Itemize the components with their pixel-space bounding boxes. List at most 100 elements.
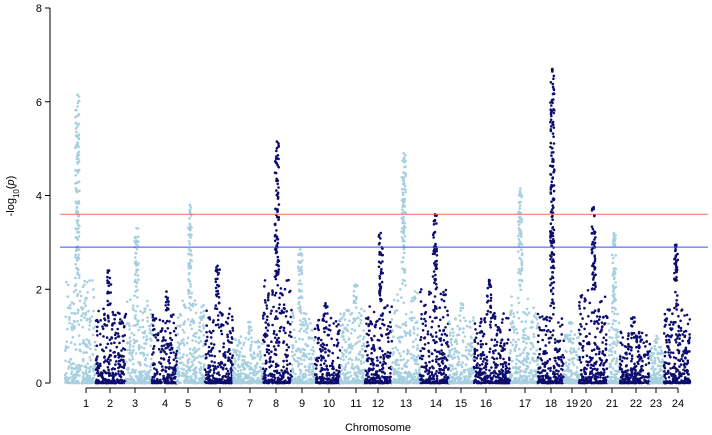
point-chr2: [104, 346, 108, 349]
point-chr5: [191, 339, 194, 342]
point-chr3: [141, 311, 145, 315]
point-chr12: [370, 373, 374, 376]
point-chr14: [431, 233, 435, 237]
point-chr12: [382, 381, 386, 385]
point-chr2: [96, 370, 100, 374]
point-chr9: [306, 324, 310, 328]
point-chr13: [416, 344, 419, 347]
point-chr1: [82, 357, 85, 361]
point-chr16: [497, 381, 501, 385]
point-chr11: [343, 318, 347, 321]
point-chr14: [435, 254, 439, 257]
point-chr17: [523, 381, 527, 385]
point-chr6: [209, 350, 212, 353]
point-chr16: [490, 378, 494, 381]
point-chr11: [355, 356, 358, 359]
point-chr14: [435, 247, 439, 251]
point-chr8: [276, 284, 280, 287]
point-chr16: [494, 362, 498, 366]
point-chr9: [309, 322, 312, 325]
point-chr13: [404, 334, 408, 337]
point-chr11: [354, 343, 357, 346]
point-chr6: [224, 356, 227, 359]
point-chr10: [328, 364, 332, 368]
point-chr3: [134, 242, 138, 245]
point-chr5: [186, 381, 189, 385]
point-chr16: [508, 371, 511, 374]
point-chr5: [201, 375, 204, 379]
point-chr12: [375, 320, 378, 324]
point-chr1: [74, 348, 78, 351]
point-chr6: [207, 373, 210, 376]
point-chr2: [104, 324, 107, 327]
point-chr3: [132, 338, 136, 342]
point-chr15: [452, 331, 455, 334]
point-chr17: [509, 312, 513, 316]
point-chr8: [272, 345, 276, 348]
point-chr2: [111, 381, 114, 384]
point-chr11: [339, 372, 342, 376]
point-chr11: [350, 347, 354, 351]
point-chr13: [409, 375, 413, 379]
point-chr13: [400, 381, 404, 385]
point-chr16: [479, 321, 482, 325]
point-chr13: [409, 352, 413, 356]
point-chr1: [82, 339, 85, 342]
point-chr3: [133, 341, 136, 345]
point-chr5: [194, 311, 198, 315]
point-chr3: [137, 278, 140, 282]
point-chr17: [535, 348, 538, 352]
point-chr14: [430, 325, 434, 329]
point-chr3: [132, 348, 135, 352]
point-chr8: [285, 359, 289, 363]
point-chr13: [402, 179, 406, 183]
point-chr5: [188, 223, 192, 226]
point-chr14: [421, 329, 425, 332]
point-chr16: [473, 322, 477, 325]
point-chr2: [120, 370, 123, 373]
point-chr4: [174, 326, 178, 330]
point-chr4: [162, 374, 165, 378]
point-chr8: [266, 381, 270, 385]
point-chr1: [88, 279, 91, 282]
point-chr7: [249, 347, 252, 351]
point-chr3: [150, 332, 154, 336]
point-chr15: [457, 333, 461, 337]
point-chr16: [502, 357, 505, 361]
point-chr16: [489, 296, 493, 300]
point-chr3: [141, 351, 145, 355]
point-chr6: [212, 371, 216, 375]
point-chr10: [328, 324, 331, 327]
point-chr10: [338, 366, 342, 370]
point-chr16: [483, 371, 486, 374]
point-chr11: [347, 361, 350, 365]
point-chr13: [400, 335, 404, 339]
point-chr10: [324, 302, 327, 305]
point-chr1: [89, 359, 92, 362]
point-chr9: [291, 311, 295, 315]
point-chr17: [519, 288, 522, 292]
point-chr13: [415, 371, 419, 375]
point-chr4: [166, 380, 170, 383]
point-chr12: [366, 353, 369, 357]
point-chr9: [302, 317, 305, 321]
point-chr2: [96, 325, 99, 329]
point-chr8: [280, 377, 284, 380]
point-chr17: [515, 380, 519, 384]
point-chr5: [198, 336, 201, 340]
point-chr2: [107, 280, 110, 284]
point-chr3: [149, 368, 152, 372]
point-chr1: [81, 285, 85, 289]
point-chr1: [92, 296, 96, 299]
point-chr13: [398, 341, 402, 344]
point-chr10: [327, 328, 331, 331]
point-chr15: [459, 306, 463, 310]
point-chr14: [446, 313, 450, 317]
point-chr6: [222, 342, 226, 345]
point-chr4: [161, 327, 164, 330]
point-chr15: [467, 352, 471, 356]
point-chr15: [447, 378, 451, 382]
point-chr8: [275, 155, 278, 158]
point-chr13: [390, 366, 394, 369]
point-chr8: [263, 285, 266, 288]
